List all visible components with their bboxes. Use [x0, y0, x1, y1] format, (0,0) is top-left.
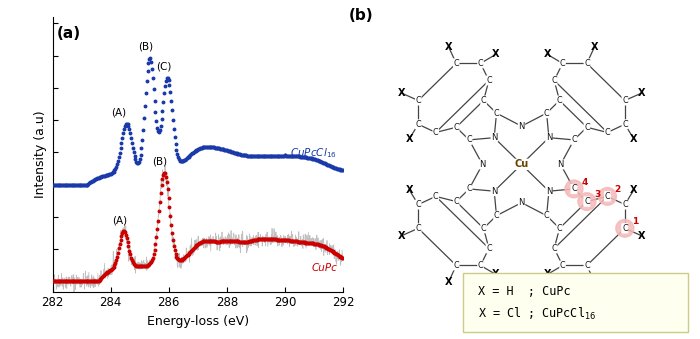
Circle shape: [578, 193, 596, 211]
Text: X: X: [544, 49, 551, 59]
Text: C: C: [556, 96, 562, 105]
Text: X = H  ; CuPc: X = H ; CuPc: [478, 285, 571, 298]
Text: 1: 1: [632, 217, 638, 226]
Text: C: C: [481, 96, 486, 105]
Text: C: C: [622, 224, 628, 233]
Text: C: C: [584, 197, 589, 206]
Text: 3: 3: [594, 190, 601, 199]
Text: C: C: [486, 76, 491, 85]
Text: X: X: [405, 134, 413, 144]
Text: N: N: [557, 160, 564, 169]
Text: X: X: [445, 277, 452, 287]
Text: C: C: [584, 261, 589, 270]
Text: C: C: [560, 261, 566, 270]
Text: C: C: [454, 123, 459, 132]
Text: C: C: [552, 244, 557, 253]
Text: X: X: [492, 49, 500, 59]
Text: C: C: [622, 224, 628, 233]
Text: C: C: [477, 59, 483, 68]
Text: (B): (B): [138, 41, 153, 51]
Text: C: C: [477, 261, 483, 270]
Text: N: N: [546, 187, 552, 196]
Text: C: C: [571, 184, 577, 194]
Text: C: C: [415, 200, 421, 209]
Text: C: C: [454, 197, 459, 206]
Text: CuPc: CuPc: [312, 263, 337, 274]
Text: C: C: [415, 96, 421, 105]
Text: X: X: [405, 185, 413, 195]
Text: X: X: [492, 270, 500, 279]
Text: C: C: [544, 211, 550, 220]
Text: X: X: [638, 88, 645, 98]
Text: C: C: [584, 59, 589, 68]
Text: (B): (B): [153, 157, 167, 167]
FancyBboxPatch shape: [463, 273, 688, 332]
Text: (a): (a): [57, 26, 81, 41]
Text: C: C: [454, 261, 459, 270]
Text: X: X: [544, 270, 551, 279]
Text: C: C: [622, 200, 628, 209]
Text: C: C: [622, 96, 628, 105]
Text: (A): (A): [111, 108, 126, 118]
Circle shape: [598, 187, 617, 205]
Text: C: C: [622, 120, 628, 129]
Text: X: X: [591, 42, 598, 52]
Text: X = Cl ; CuPcCl$_{16}$: X = Cl ; CuPcCl$_{16}$: [478, 305, 596, 322]
Text: C: C: [494, 211, 499, 220]
Circle shape: [616, 220, 634, 237]
Text: C: C: [605, 192, 610, 201]
Text: C: C: [560, 59, 566, 68]
Text: X: X: [630, 185, 638, 195]
Text: C: C: [544, 108, 550, 118]
Text: C: C: [454, 59, 459, 68]
Text: X: X: [398, 231, 405, 241]
Text: Cu: Cu: [514, 159, 528, 170]
Text: C: C: [486, 244, 491, 253]
Text: N: N: [480, 160, 486, 169]
Text: N: N: [491, 133, 498, 142]
Text: 2: 2: [615, 185, 621, 194]
Text: X: X: [398, 88, 405, 98]
Text: (C): (C): [156, 62, 172, 72]
Text: N: N: [491, 187, 498, 196]
Text: C: C: [494, 108, 499, 118]
Text: X: X: [638, 231, 645, 241]
Text: X: X: [591, 277, 598, 287]
Text: C: C: [466, 184, 472, 194]
Text: C: C: [415, 120, 421, 129]
Text: (b): (b): [349, 8, 373, 23]
Text: X: X: [630, 134, 638, 144]
Text: C: C: [605, 192, 610, 201]
Text: C: C: [466, 135, 472, 144]
Text: Cu: Cu: [514, 159, 528, 170]
Text: N: N: [519, 198, 525, 207]
Text: C: C: [552, 76, 557, 85]
Text: (A): (A): [112, 215, 127, 225]
Text: C: C: [571, 184, 577, 194]
Y-axis label: Intensity (a.u): Intensity (a.u): [34, 111, 47, 198]
Text: CuPcCl$_{16}$: CuPcCl$_{16}$: [290, 146, 337, 160]
Text: C: C: [584, 123, 589, 132]
Text: X: X: [445, 42, 452, 52]
Circle shape: [565, 180, 583, 198]
Text: C: C: [571, 135, 577, 144]
Text: N: N: [519, 122, 525, 131]
Text: C: C: [605, 128, 610, 137]
Text: C: C: [481, 224, 486, 233]
Text: C: C: [556, 224, 562, 233]
X-axis label: Energy-loss (eV): Energy-loss (eV): [147, 315, 248, 328]
Text: C: C: [433, 192, 438, 201]
Text: C: C: [584, 197, 589, 206]
Text: 4: 4: [581, 178, 587, 187]
Text: C: C: [415, 224, 421, 233]
Text: C: C: [433, 128, 438, 137]
Text: N: N: [546, 133, 552, 142]
